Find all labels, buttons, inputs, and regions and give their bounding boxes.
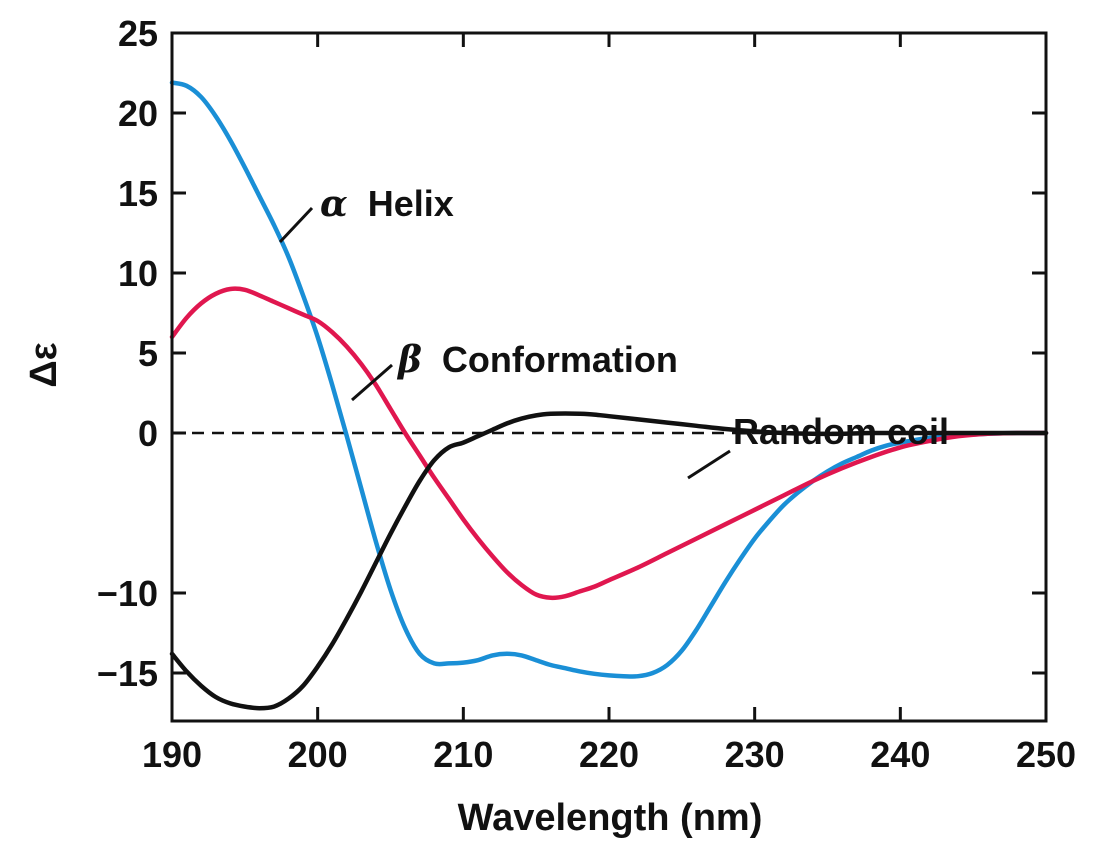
x-axis: 190 200 210 220 230 240 250: [142, 33, 1076, 775]
x-tick-label: 230: [725, 734, 785, 775]
y-tick-label: −10: [97, 573, 158, 614]
x-axis-title: Wavelength (nm): [458, 797, 763, 839]
series-lines: [169, 80, 1049, 711]
label-alpha-symbol: α: [320, 183, 348, 225]
label-alpha-text: Helix: [368, 183, 454, 224]
x-tick-label: 190: [142, 734, 202, 775]
series-line-beta-conformation: [169, 286, 1049, 601]
series-line-alpha-helix: [169, 80, 1049, 679]
series-line-random-coil: [169, 411, 1049, 711]
x-tick-label: 250: [1016, 734, 1076, 775]
y-axis-title: Δε: [23, 342, 65, 387]
x-tick-label: 240: [870, 734, 930, 775]
label-beta-text: Conformation: [442, 339, 678, 380]
y-tick-label: 5: [138, 333, 158, 374]
y-axis: 25 20 15 10 5 0 −10 −15: [97, 13, 1046, 694]
leader-beta-conformation: [351, 363, 393, 402]
y-tick-label: 25: [118, 13, 158, 54]
x-tick-label: 220: [579, 734, 639, 775]
leader-alpha-helix: [278, 206, 314, 244]
y-tick-label: 15: [118, 173, 158, 214]
y-tick-label: 20: [118, 93, 158, 134]
label-alpha-helix: α Helix: [320, 183, 454, 225]
label-random-coil: Random coil: [733, 411, 949, 452]
y-tick-label: 10: [118, 253, 158, 294]
y-tick-label: −15: [97, 653, 158, 694]
leader-random-coil: [687, 449, 731, 480]
label-beta-symbol: β: [396, 339, 422, 381]
x-tick-label: 200: [288, 734, 348, 775]
label-beta-conformation: β Conformation: [396, 339, 678, 381]
x-tick-label: 210: [433, 734, 493, 775]
y-tick-label: 0: [138, 413, 158, 454]
